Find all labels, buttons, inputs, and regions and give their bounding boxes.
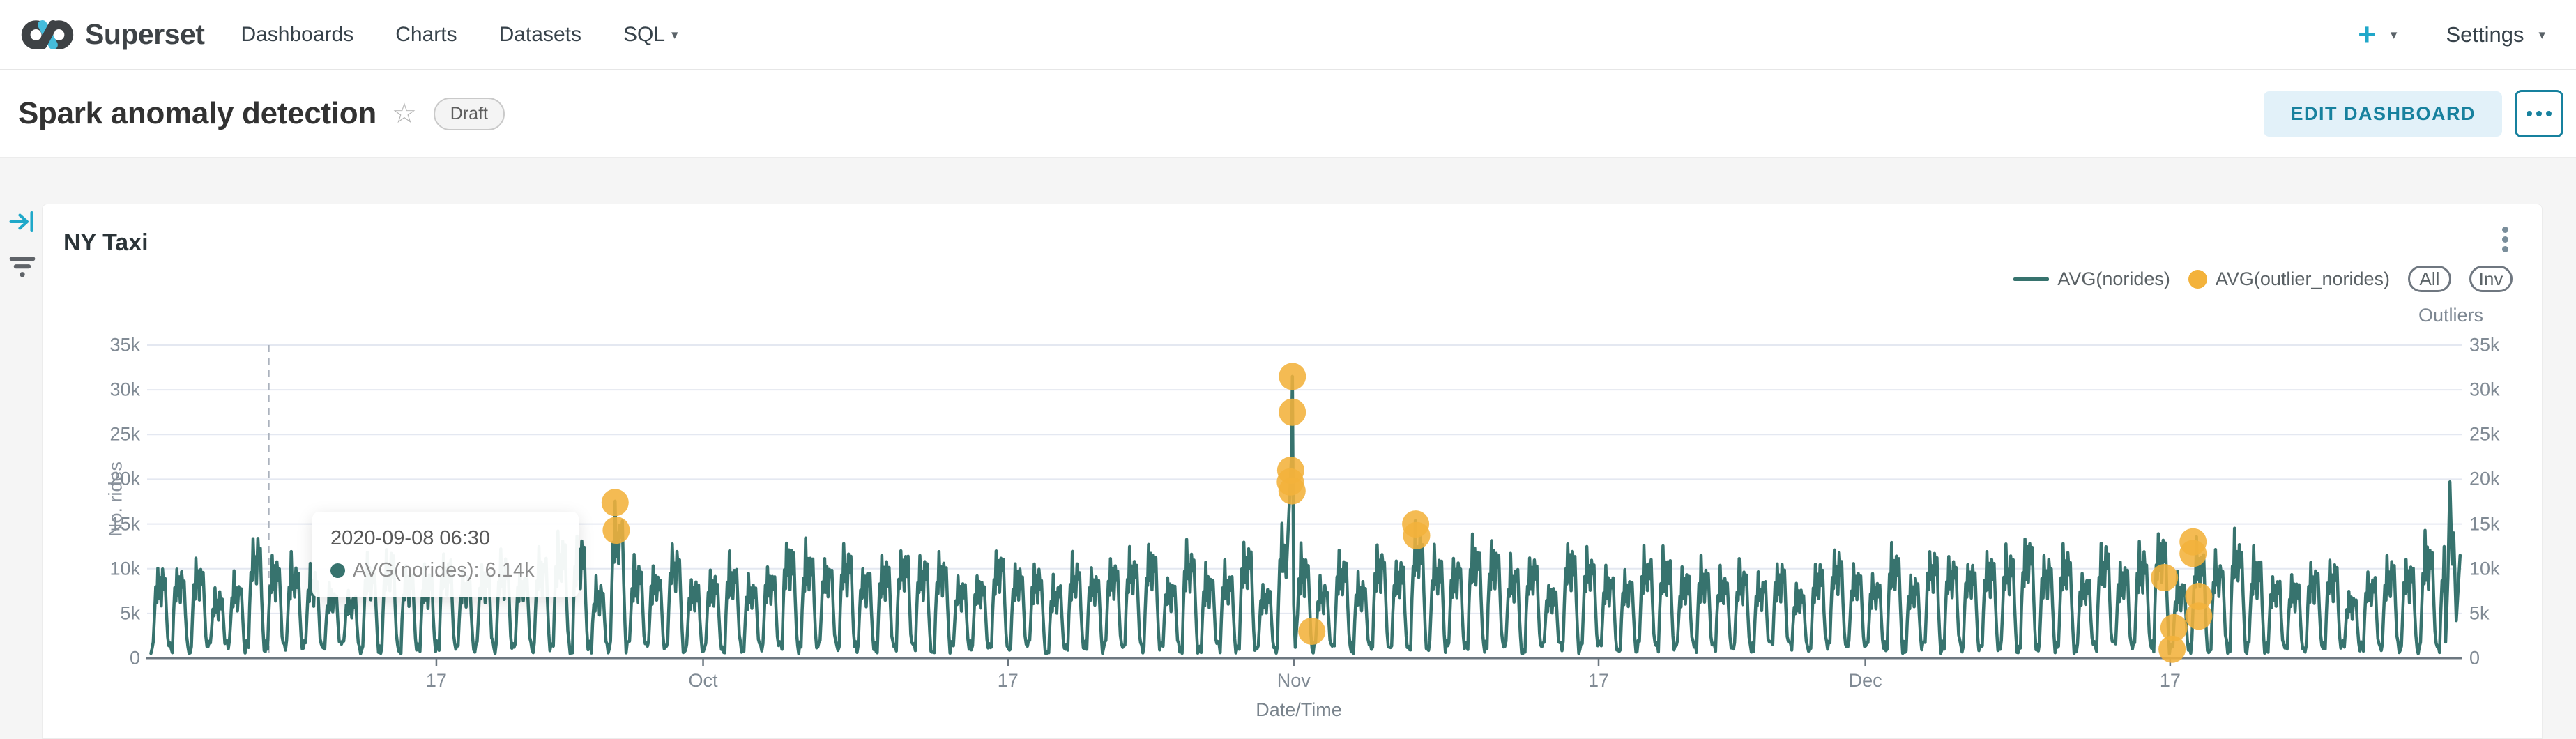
outlier-point [1278,477,1306,505]
edit-dashboard-button[interactable]: EDIT DASHBOARD [2264,91,2502,137]
y-tick-label: 30k [2469,379,2500,400]
legend-line-marker [2013,277,2050,281]
more-actions-button[interactable] [2515,90,2563,137]
y-tick-label: 15k [109,513,140,535]
chart-legend: AVG(norides) AVG(outlier_norides) All Inv [2013,266,2513,292]
x-axis-label: Date/Time [1256,699,1342,720]
x-tick-label: Nov [1276,670,1311,691]
legend-item-avg-outlier-norides-[interactable]: AVG(outlier_norides) [2188,268,2390,290]
dot-icon [2502,227,2508,233]
nav-right: + ▾ Settings ▾ [2358,17,2545,52]
favorite-star-icon[interactable]: ☆ [391,98,417,129]
superset-logo-icon [21,20,74,49]
settings-label: Settings [2446,22,2524,47]
chevron-down-icon: ▾ [2538,28,2545,43]
chart-card: NY Taxi AVG(norides) AVG(outlier_norides)… [42,204,2543,739]
right-axis-title: Outliers [2418,305,2483,326]
dot-icon [2527,111,2532,116]
x-tick-label: 17 [1587,670,1610,691]
tooltip-datetime: 2020-09-08 06:30 [330,527,490,549]
superset-brand[interactable]: Superset [21,14,205,56]
y-tick-label: 20k [2469,468,2500,489]
nav-item-dashboards[interactable]: Dashboards [241,22,354,46]
y-tick-label: 10k [2469,558,2500,579]
y-tick-label: 25k [109,423,140,445]
expand-filter-panel-icon[interactable] [8,208,36,239]
legend-button-inv[interactable]: Inv [2469,266,2513,292]
y-tick-label: 5k [120,602,140,624]
settings-menu[interactable]: Settings ▾ [2446,22,2545,47]
outlier-point [1403,521,1431,549]
chevron-down-icon: ▾ [671,28,678,43]
dot-icon [2502,236,2508,243]
outlier-point [1298,618,1326,645]
dot-icon [2502,246,2508,252]
x-tick-label: Oct [688,670,718,691]
outlier-point [2185,583,2213,610]
legend-label: AVG(outlier_norides) [2215,268,2390,289]
x-tick-label: 17 [2159,670,2181,691]
y-tick-label: 35k [109,334,140,356]
dashboard-header: Spark anomaly detection ☆ Draft EDIT DAS… [0,70,2576,158]
x-tick-label: 17 [425,670,447,691]
nav-item-sql[interactable]: SQL ▾ [623,22,678,46]
nav-item-datasets[interactable]: Datasets [498,22,581,46]
page-title: Spark anomaly detection [18,96,376,130]
outlier-point [2185,602,2213,630]
navbar: Superset Dashboards Charts Datasets SQL ▾ + … [0,0,2576,70]
outlier-point [601,489,629,517]
y-tick-label: 5k [2469,602,2490,624]
dot-icon [2536,111,2542,116]
y-tick-label: 15k [2469,513,2500,535]
outlier-point [1279,398,1306,426]
legend-circle-marker [2188,269,2207,289]
x-tick-label: 17 [997,670,1019,691]
draft-badge: Draft [433,97,505,130]
y-tick-label: 30k [109,379,140,400]
outlier-point [2179,540,2207,567]
y-tick-label: 0 [2469,647,2480,669]
series-line-avg-norides [149,374,2462,655]
brand-name: Superset [85,18,205,50]
plot-canvas[interactable] [43,204,2542,738]
y-tick-label: 25k [2469,423,2500,445]
nav-menu: Dashboards Charts Datasets SQL ▾ [241,23,678,47]
dot-icon [2546,111,2552,116]
chart-title: NY Taxi [63,229,148,256]
x-tick-label: Dec [1848,670,1882,691]
filter-icon[interactable] [7,252,38,287]
legend-label: AVG(norides) [2057,268,2170,289]
chevron-down-icon: ▾ [2390,28,2398,43]
plus-icon: + [2358,17,2376,52]
chart-tooltip: 2020-09-08 06:30 AVG(norides): 6.14k [312,512,579,597]
outlier-point [2158,635,2186,663]
legend-button-all[interactable]: All [2408,266,2451,292]
y-tick-label: 10k [109,558,140,579]
series-dot-icon [330,563,345,578]
y-tick-label: 0 [129,647,140,669]
y-tick-label: 20k [109,468,140,489]
outlier-point [602,517,630,544]
outlier-point [1279,363,1306,390]
nav-item-charts[interactable]: Charts [395,22,457,46]
outlier-point [2151,564,2179,591]
chart-menu-kebab-icon[interactable] [2499,224,2511,255]
outlier-point [2160,614,2188,641]
legend-item-avg-norides-[interactable]: AVG(norides) [2013,268,2170,290]
y-tick-label: 35k [2469,334,2500,356]
new-item-button[interactable]: + ▾ [2358,17,2398,52]
tooltip-value: AVG(norides): 6.14k [353,559,535,581]
